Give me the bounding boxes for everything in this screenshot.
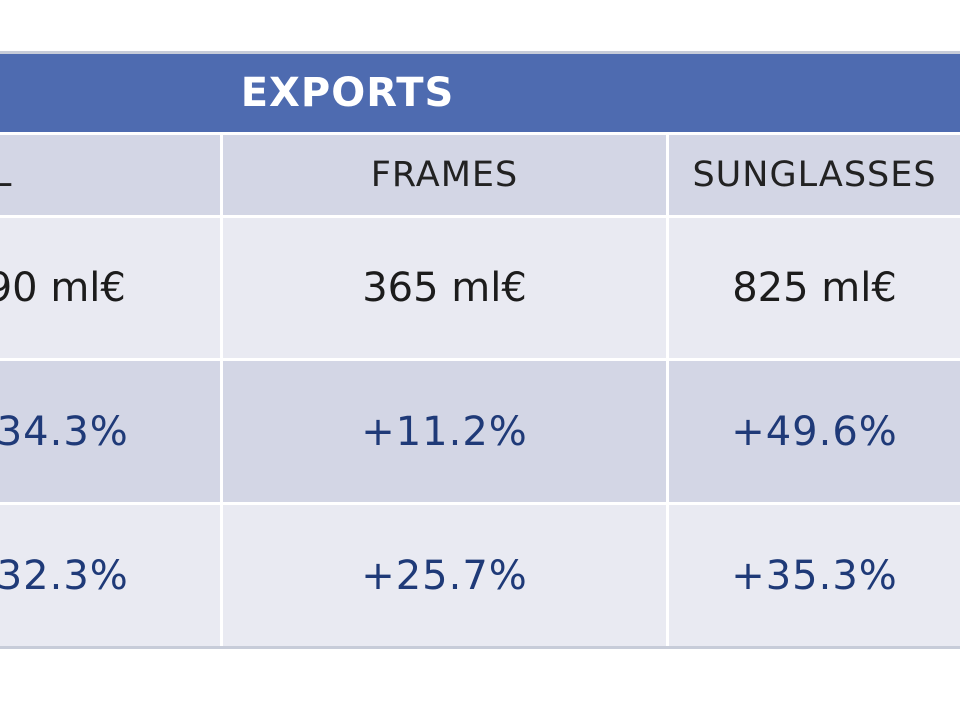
header-total: TOTAL — [0, 155, 13, 195]
table-title: EXPORTS — [240, 70, 455, 116]
header-frames: FRAMES — [370, 155, 519, 195]
growth-total: +32.3% — [0, 552, 129, 599]
table-cell: +11.2% — [220, 358, 669, 505]
table-cell: 825 ml€ — [665, 215, 960, 361]
table-cell: +25.7% — [220, 502, 669, 649]
table-header-row: TOTAL FRAMES SUNGLASSES — [0, 132, 960, 218]
growth-frames: +25.7% — [361, 552, 528, 599]
header-cell-frames: FRAMES — [220, 132, 669, 218]
table-cell: 1,190 ml€ — [0, 215, 223, 361]
header-cell-sunglasses: SUNGLASSES — [665, 132, 960, 218]
growth-sunglasses: +35.3% — [731, 552, 898, 599]
table-row: +32.3% +25.7% +35.3% — [0, 502, 960, 649]
table-cell: +32.3% — [0, 502, 223, 649]
growth-total: +34.3% — [0, 408, 129, 455]
table-title-row: EXPORTS — [0, 51, 960, 135]
exports-table: EXPORTS TOTAL FRAMES SUNGLASSES 1,190 ml… — [0, 51, 960, 649]
growth-sunglasses: +49.6% — [731, 408, 898, 455]
table-cell: +34.3% — [0, 358, 223, 505]
value-total: 1,190 ml€ — [0, 265, 126, 311]
table-cell: +35.3% — [665, 502, 960, 649]
table-cell: +49.6% — [665, 358, 960, 505]
header-cell-total: TOTAL — [0, 132, 223, 218]
growth-frames: +11.2% — [361, 408, 528, 455]
table-row: 1,190 ml€ 365 ml€ 825 ml€ — [0, 215, 960, 361]
value-sunglasses: 825 ml€ — [732, 265, 897, 311]
header-sunglasses: SUNGLASSES — [692, 155, 937, 195]
table-row: +34.3% +11.2% +49.6% — [0, 358, 960, 505]
value-frames: 365 ml€ — [362, 265, 527, 311]
table-cell: 365 ml€ — [220, 215, 669, 361]
table-title-cell: EXPORTS — [0, 51, 960, 135]
